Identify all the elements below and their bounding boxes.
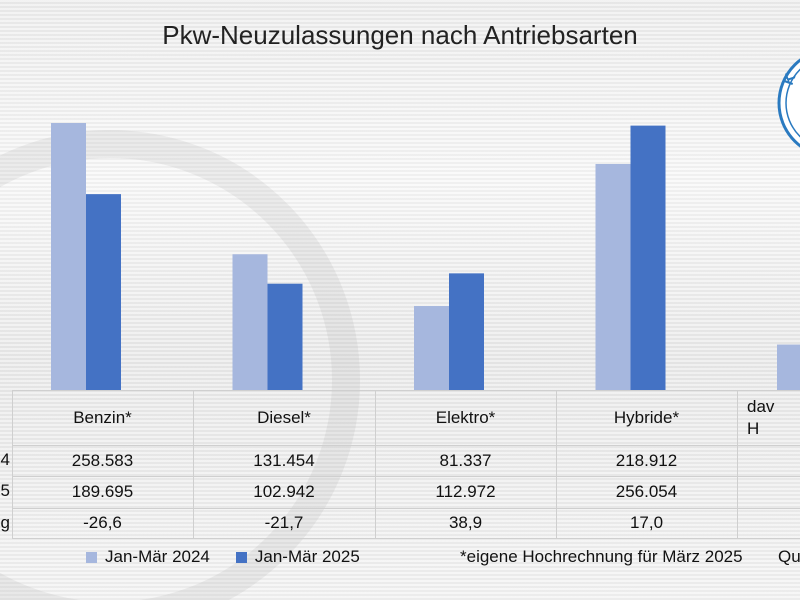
bar-2025-3 xyxy=(630,125,666,390)
watermark-seal xyxy=(0,130,360,600)
table-cell: 258.583 xyxy=(71,450,134,470)
table-vline xyxy=(556,390,557,538)
table-cell: 38,9 xyxy=(448,513,483,532)
bar-2024-1 xyxy=(232,254,268,390)
data-table: Benzin* Diesel* Elektro* Hybride* dav H 4 258.… xyxy=(0,390,800,540)
table-vline xyxy=(375,390,376,538)
bar-2025-2 xyxy=(449,273,484,390)
table-cell: 112.972 xyxy=(435,482,496,501)
legend-label-2025: Jan-Mär 2025 xyxy=(254,547,360,566)
table-vline xyxy=(193,390,194,538)
logo: K xyxy=(777,58,800,148)
legend: Jan-Mär 2024 Jan-Mär 2025 xyxy=(86,547,360,567)
table-vline xyxy=(737,390,738,538)
table-header-cell: Elektro* xyxy=(435,407,496,427)
bar-2025-1 xyxy=(267,283,303,390)
table-cell: 218.912 xyxy=(615,450,678,470)
bar-2024-2 xyxy=(414,306,449,390)
footnote: *eigene Hochrechnung für März 2025 xyxy=(460,547,743,566)
bar-2024-0 xyxy=(51,123,86,390)
table-vline xyxy=(12,390,13,538)
table-cell: 17,0 xyxy=(629,513,664,532)
table-hline xyxy=(12,476,800,477)
bar-2024-3 xyxy=(595,163,631,390)
table-cell: -26,6 xyxy=(83,513,122,532)
row-label: g xyxy=(0,513,10,532)
table-hline xyxy=(12,445,800,446)
row-label: 4 xyxy=(0,450,10,469)
table-hline xyxy=(12,390,800,391)
table-header-cell: Benzin* xyxy=(73,407,132,427)
row-label: 5 xyxy=(0,481,10,500)
bar-2025-0 xyxy=(86,194,121,390)
table-header-cell: Diesel* xyxy=(257,407,311,427)
table-cell: 189.695 xyxy=(71,482,134,501)
table-header-cell: Hybride* xyxy=(613,407,680,427)
table-cell: 256.054 xyxy=(615,482,678,501)
legend-swatch-2025 xyxy=(235,551,247,563)
table-hline xyxy=(12,508,800,509)
source-label: Qu xyxy=(778,547,800,566)
legend-label-2024: Jan-Mär 2024 xyxy=(105,547,210,566)
table-header-cell: dav H xyxy=(747,396,775,438)
table-cell: 81.337 xyxy=(439,450,492,470)
table-hline xyxy=(12,538,800,539)
table-cell: -21,7 xyxy=(264,513,304,532)
chart-title: Pkw-Neuzulassungen nach Antriebsarten xyxy=(162,20,638,50)
table-cell: 102.942 xyxy=(253,482,315,501)
legend-swatch-2024 xyxy=(86,551,97,563)
table-cell: 131.454 xyxy=(253,450,315,470)
bar-2024-4 xyxy=(777,344,800,390)
